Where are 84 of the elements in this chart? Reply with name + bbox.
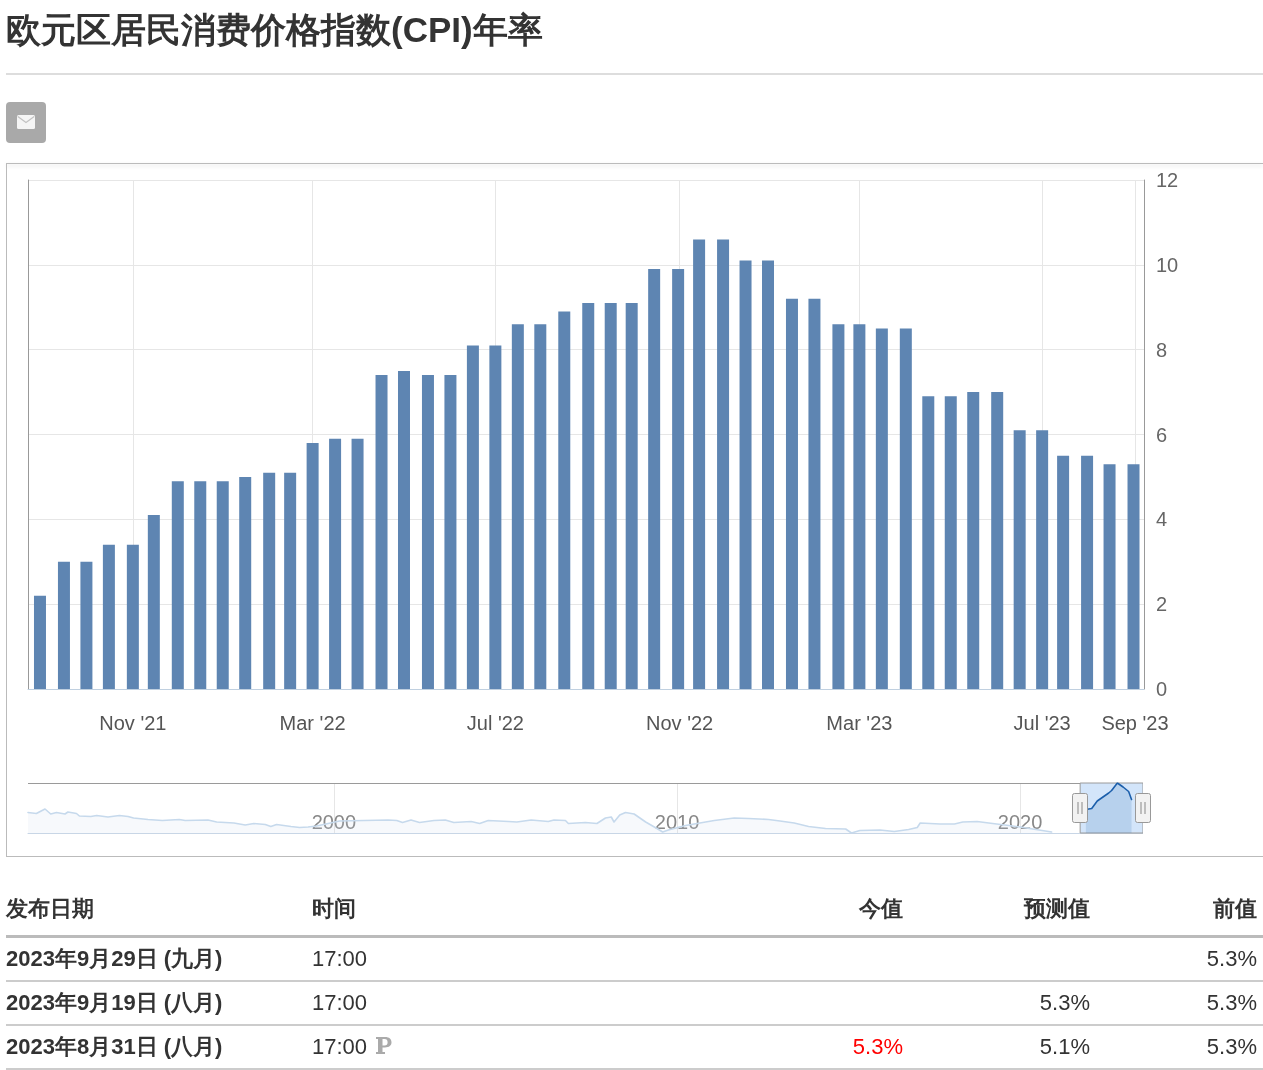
y-tick-label: 8 [1156, 338, 1168, 361]
bar [284, 472, 297, 689]
y-tick-label: 2 [1156, 593, 1168, 616]
bar [421, 375, 434, 689]
bar [1081, 455, 1094, 689]
bar [329, 438, 342, 689]
bar [808, 298, 821, 689]
bar [832, 324, 845, 689]
bar [126, 544, 139, 689]
bar [853, 324, 866, 689]
text: 17:00 [312, 1034, 368, 1059]
y-tick-label: 6 [1156, 423, 1168, 446]
bar [171, 481, 184, 689]
bar [511, 324, 524, 689]
text: 2023年8月31日 (八月) [6, 1034, 223, 1059]
text: 2023年9月19日 (八月) [6, 990, 223, 1015]
bar [397, 370, 410, 689]
y-tick-label: 4 [1156, 508, 1168, 531]
bar [1103, 464, 1116, 689]
text: 5.3% [1206, 946, 1257, 971]
bar [57, 561, 70, 689]
bar [351, 438, 364, 689]
y-tick-label: 10 [1156, 253, 1179, 276]
text: 17:00 [312, 946, 368, 971]
bar [582, 303, 595, 689]
bar [194, 481, 207, 689]
category-label: 预测值 [903, 882, 1090, 937]
bar [80, 561, 93, 689]
category-label: 前值 [1090, 882, 1263, 937]
bar [1036, 430, 1049, 689]
bar [762, 260, 775, 689]
bar [147, 515, 160, 689]
x-tick-label: Nov '22 [646, 712, 714, 734]
bar [239, 476, 252, 689]
bar [1127, 464, 1140, 689]
bar [672, 269, 685, 689]
text: 5.3% [1206, 1034, 1257, 1059]
x-tick-label: Sep '23 [1101, 712, 1169, 734]
text: 5.3% [852, 1034, 903, 1059]
bar [444, 375, 457, 689]
bar [489, 345, 502, 689]
bar [991, 392, 1004, 689]
bar [648, 269, 661, 689]
text: 5.3% [1039, 990, 1090, 1015]
text: 5.1% [1039, 1034, 1090, 1059]
bar [466, 345, 479, 689]
bar [604, 303, 617, 689]
bar [306, 442, 319, 689]
bar [922, 396, 935, 689]
x-tick-label: Jul '23 [1013, 712, 1071, 734]
category-label: 今值 [712, 882, 903, 937]
bar [967, 392, 980, 689]
bar [263, 472, 276, 689]
bar [717, 239, 730, 689]
text: 2023年9月29日 (九月) [6, 946, 223, 971]
bar [899, 328, 912, 689]
bar [102, 544, 115, 689]
bar [785, 298, 798, 689]
text: 5.3% [1206, 990, 1257, 1015]
bar [693, 239, 706, 689]
x-tick-label: 2020 [997, 811, 1043, 833]
x-tick-label: 2000 [311, 811, 357, 833]
bar [625, 303, 638, 689]
x-tick-label: Nov '21 [99, 712, 167, 734]
x-tick-label: Mar '23 [826, 712, 893, 734]
bar [875, 328, 888, 689]
bar [216, 481, 229, 689]
text: 17:00 [312, 990, 368, 1015]
chart-title: 欧元区居民消费价格指数(CPI)年率 [6, 9, 543, 51]
x-tick-label: Jul '22 [466, 712, 524, 734]
bar [944, 396, 957, 689]
bar [558, 311, 571, 689]
x-tick-label: 2010 [654, 811, 700, 833]
bar [534, 324, 547, 689]
bar [375, 375, 388, 689]
y-tick-label: 12 [1156, 169, 1179, 191]
category-label: 发布日期 [6, 882, 312, 937]
x-tick-label: Mar '22 [279, 712, 346, 734]
bar [1057, 455, 1070, 689]
bar [1013, 430, 1026, 689]
category-label: 时间 [312, 882, 712, 937]
bar [739, 260, 752, 689]
y-tick-label: 0 [1156, 678, 1168, 700]
bar [33, 595, 46, 689]
